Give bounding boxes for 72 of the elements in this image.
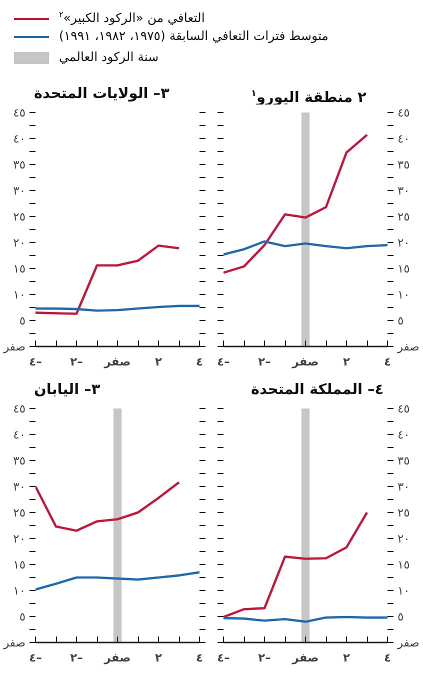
x-tick-label: صفر	[103, 650, 131, 664]
line-series	[224, 240, 388, 256]
y-tick-label: ٢٥	[13, 506, 26, 520]
y-tick-label: ١٠	[13, 288, 26, 302]
x-tick-label: ٤–	[29, 354, 42, 368]
y-tick-label: ١٠	[13, 584, 26, 598]
y-tick-label: ٣٥	[13, 454, 26, 468]
y-tick-label: ٢٥	[398, 210, 410, 224]
y-tick-label: ٢٠	[398, 532, 410, 546]
x-tick-label: ٤	[384, 650, 392, 664]
y-tick-label: ٤٠	[13, 132, 26, 146]
y-tick-label: ٢٠	[13, 236, 26, 250]
y-tick-label: ١٥	[398, 262, 410, 276]
x-tick-label: ٢–	[70, 354, 84, 368]
y-tick-label: ٤٠	[13, 428, 26, 442]
y-tick-label: ٥	[19, 610, 26, 624]
y-tick-label: ٤٠	[398, 428, 410, 442]
y-tick-label: صفر	[396, 636, 420, 650]
chart-title: ٣– الولايات المتحدة	[33, 85, 170, 104]
x-tick-label: ٤	[196, 650, 204, 664]
x-tick-label: ٢	[342, 354, 350, 368]
chart-title: ٤– المملكة المتحدة	[250, 381, 384, 400]
legend-label: متوسط فترات التعافي السابقة (١٩٧٥، ١٩٨٢، ١٩٩١)	[59, 28, 328, 43]
line-series	[36, 571, 200, 591]
line-series	[224, 511, 368, 618]
y-tick-label: ١٠	[398, 584, 410, 598]
y-tick-label: ٣٥	[398, 158, 410, 172]
x-tick-label: ٤–	[29, 650, 42, 664]
y-tick-label: ٥	[398, 314, 404, 328]
x-tick-label: صفر	[103, 354, 131, 368]
y-tick-label: ٤٥	[398, 402, 410, 416]
y-tick-label: ١٠	[398, 288, 410, 302]
y-tick-label: ٣٠	[398, 480, 410, 494]
x-tick-label: ٢	[154, 354, 162, 368]
y-tick-label: ٣٠	[13, 480, 26, 494]
x-tick-label: صفر	[291, 354, 319, 368]
y-tick-label: صفر	[2, 340, 26, 354]
y-tick-label: ٣٠	[13, 184, 26, 198]
line-series	[224, 134, 368, 274]
y-tick-label: ٤٠	[398, 132, 410, 146]
y-tick-label: ٢٥	[398, 506, 410, 520]
x-tick-label: ٢–	[70, 650, 84, 664]
y-tick-label: ٢٠	[398, 236, 410, 250]
line-series	[36, 481, 180, 532]
y-tick-label: ١٥	[398, 558, 410, 572]
y-tick-label: صفر	[396, 340, 420, 354]
x-tick-label: ٤	[196, 354, 204, 368]
y-tick-label: ٤٥	[398, 106, 410, 120]
y-tick-label: ١٥	[13, 262, 26, 276]
y-tick-label: ٥	[19, 314, 26, 328]
legend-label: التعافي من «الركود الكبير»$^{٢}$	[59, 10, 205, 26]
x-tick-label: ٢–	[258, 650, 272, 664]
x-tick-label: ٢	[154, 650, 162, 664]
x-tick-label: ٢	[342, 650, 350, 664]
y-tick-label: ١٥	[13, 558, 26, 572]
x-tick-label: ٤–	[217, 650, 230, 664]
x-tick-label: ٤	[384, 354, 392, 368]
x-tick-label: ٢–	[258, 354, 272, 368]
line-series	[36, 244, 180, 315]
x-tick-label: ٤–	[217, 354, 230, 368]
y-tick-label: ٢٥	[13, 210, 26, 224]
y-tick-label: ٥	[398, 610, 404, 624]
y-tick-label: ٤٥	[13, 106, 26, 120]
y-tick-label: ٢٠	[13, 532, 26, 546]
y-tick-label: ٣٠	[398, 184, 410, 198]
chart-title: ٣– اليابان	[33, 381, 100, 400]
y-tick-label: ٣٥	[13, 158, 26, 172]
legend-label: سنة الركود العالمي	[59, 49, 159, 64]
y-tick-label: صفر	[2, 636, 26, 650]
y-tick-label: ٣٥	[398, 454, 410, 468]
y-tick-label: ٤٥	[13, 402, 26, 416]
x-tick-label: صفر	[291, 650, 319, 664]
